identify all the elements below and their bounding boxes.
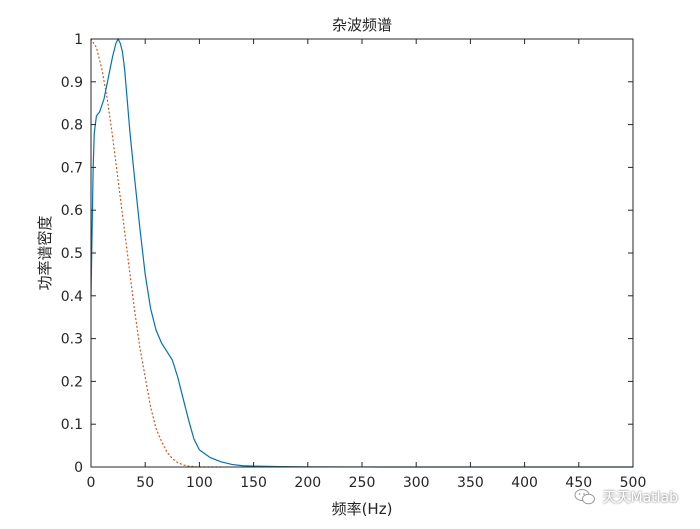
y-tick-label-0_1: 0.1 — [61, 417, 83, 433]
y-tick-label-0_2: 0.2 — [61, 374, 83, 390]
x-axis-label: 频率(Hz) — [332, 500, 393, 518]
x-tick-label-100: 100 — [186, 475, 213, 491]
x-tick-label-300: 300 — [403, 475, 430, 491]
y-tick-label-0_6: 0.6 — [61, 203, 83, 219]
y-tick-label-0_3: 0.3 — [61, 332, 83, 348]
y-tick-label-0_8: 0.8 — [61, 118, 83, 134]
x-tick-label-150: 150 — [240, 475, 267, 491]
y-tick-label-0_5: 0.5 — [61, 246, 83, 262]
wechat-icon — [574, 488, 596, 506]
y-tick-label-0_9: 0.9 — [61, 75, 83, 91]
x-tick-label-350: 350 — [457, 475, 484, 491]
y-tick-label-1: 1 — [74, 32, 83, 48]
plot-area — [91, 39, 633, 467]
series-line-2 — [90, 38, 222, 468]
x-tick-label-0: 0 — [87, 475, 96, 491]
x-tick-label-400: 400 — [511, 475, 538, 491]
axes-layer: 0 50 100 150 200 250 300 350 400 450 500 0 0.1 0.2 0.3… — [61, 32, 647, 491]
x-tick-label-450: 450 — [565, 475, 592, 491]
chart-title: 杂波频谱 — [332, 16, 392, 34]
x-tick-label-250: 250 — [349, 475, 376, 491]
y-axis-label: 功率谱密度 — [36, 215, 54, 290]
x-tick-label-500: 500 — [620, 475, 647, 491]
watermark-text: 天天Matlab — [602, 490, 678, 506]
y-tick-label-0: 0 — [74, 460, 83, 476]
x-tick-label-50: 50 — [136, 475, 154, 491]
y-tick-label-0_7: 0.7 — [61, 160, 83, 176]
y-tick-label-0_4: 0.4 — [61, 289, 83, 305]
x-tick-label-200: 200 — [294, 475, 321, 491]
watermark: 天天Matlab — [574, 487, 678, 507]
